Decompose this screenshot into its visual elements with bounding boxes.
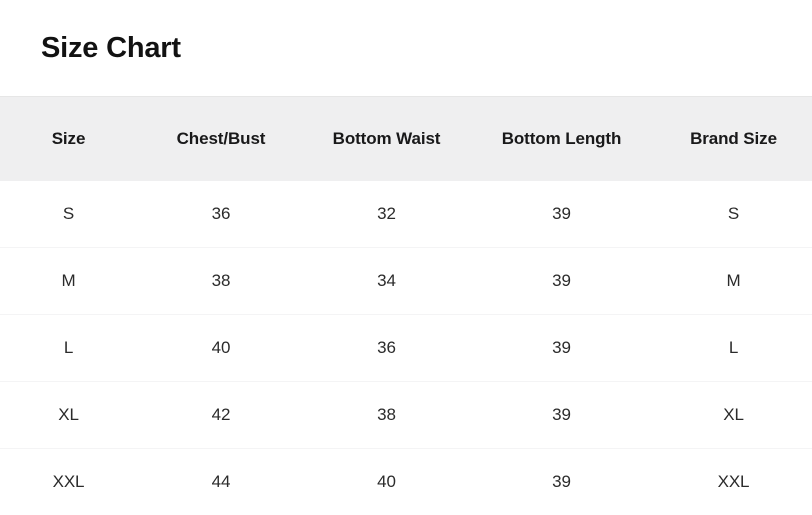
table-header: Size Chest/Bust Bottom Waist Bottom Leng… — [0, 97, 812, 182]
cell-length: 39 — [468, 315, 655, 382]
cell-brand: XL — [655, 382, 812, 449]
cell-size: XXL — [0, 449, 137, 515]
cell-size: XL — [0, 382, 137, 449]
cell-brand: S — [655, 181, 812, 248]
column-header-size: Size — [0, 97, 137, 182]
cell-waist: 38 — [305, 382, 468, 449]
cell-chest: 42 — [137, 382, 305, 449]
cell-waist: 34 — [305, 248, 468, 315]
cell-chest: 44 — [137, 449, 305, 515]
page-title: Size Chart — [0, 31, 181, 65]
table-header-row: Size Chest/Bust Bottom Waist Bottom Leng… — [0, 97, 812, 182]
title-area: Size Chart — [0, 0, 812, 96]
cell-chest: 38 — [137, 248, 305, 315]
cell-length: 39 — [468, 248, 655, 315]
cell-length: 39 — [468, 181, 655, 248]
cell-length: 39 — [468, 382, 655, 449]
cell-waist: 32 — [305, 181, 468, 248]
size-chart-table: Size Chest/Bust Bottom Waist Bottom Leng… — [0, 96, 812, 515]
cell-brand: XXL — [655, 449, 812, 515]
table-row: M 38 34 39 M — [0, 248, 812, 315]
table-row: S 36 32 39 S — [0, 181, 812, 248]
column-header-chest: Chest/Bust — [137, 97, 305, 182]
cell-size: M — [0, 248, 137, 315]
table-row: L 40 36 39 L — [0, 315, 812, 382]
cell-chest: 40 — [137, 315, 305, 382]
cell-chest: 36 — [137, 181, 305, 248]
cell-size: S — [0, 181, 137, 248]
table-row: XL 42 38 39 XL — [0, 382, 812, 449]
table-body: S 36 32 39 S M 38 34 39 M L 40 36 39 L — [0, 181, 812, 515]
table-row: XXL 44 40 39 XXL — [0, 449, 812, 515]
cell-waist: 40 — [305, 449, 468, 515]
cell-length: 39 — [468, 449, 655, 515]
column-header-length: Bottom Length — [468, 97, 655, 182]
column-header-waist: Bottom Waist — [305, 97, 468, 182]
cell-brand: L — [655, 315, 812, 382]
cell-brand: M — [655, 248, 812, 315]
cell-size: L — [0, 315, 137, 382]
column-header-brand: Brand Size — [655, 97, 812, 182]
cell-waist: 36 — [305, 315, 468, 382]
